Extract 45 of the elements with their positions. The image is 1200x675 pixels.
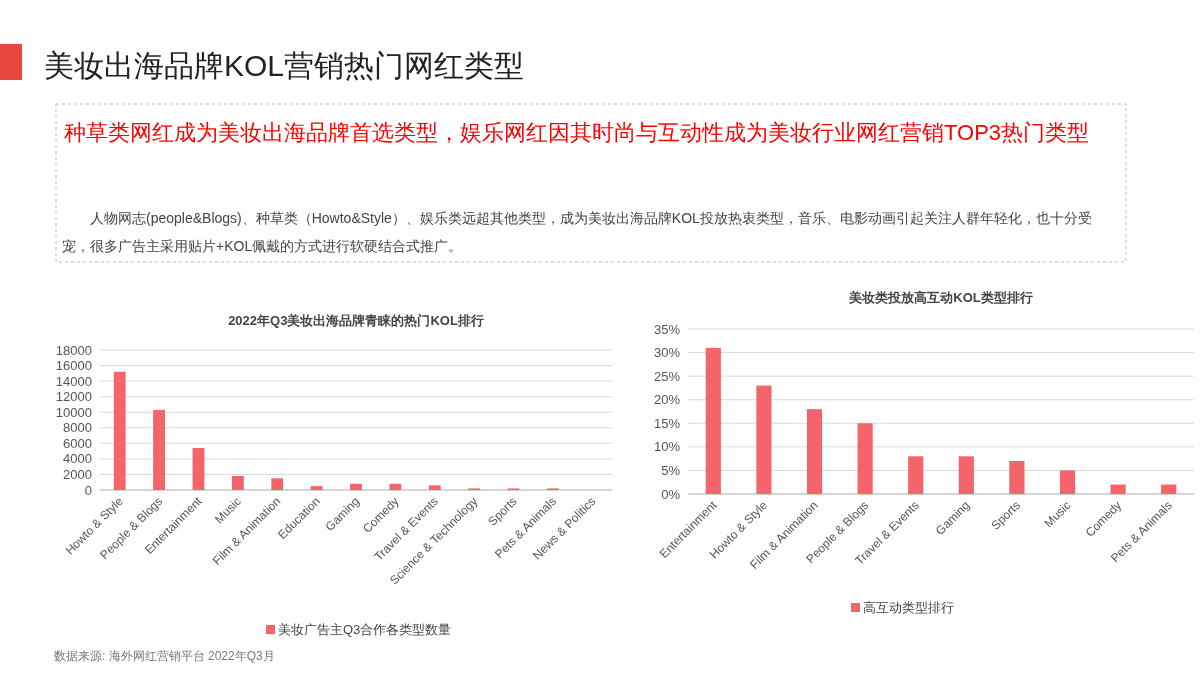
y-tick-label: 25% [653,368,681,384]
bar [958,456,974,494]
y-tick-label: 8000 [63,420,92,436]
y-tick-label: 2000 [63,466,92,482]
bar [231,476,244,490]
y-tick-label: 12000 [55,389,92,405]
chart-title: 美妆类投放高互动KOL类型排行 [848,290,1033,305]
bar [350,483,362,490]
bar [1009,461,1025,494]
y-tick-label: 16000 [55,358,92,374]
bar [153,409,165,490]
bar [389,483,402,490]
bar [192,448,205,490]
bar [271,478,284,490]
text: 美妆出海品牌KOL营销热门网红类型 [44,49,525,82]
y-tick-label: 30% [653,345,681,361]
y-tick-label: 20% [653,392,681,408]
bar [113,371,126,490]
y-tick-label: 10000 [55,404,92,420]
text: 种草类网红成为美妆出海品牌首选类型，娱乐网红因其时尚与互动性成为美妆行业网红营销TOP3热门类型 [64,120,1090,145]
text: 人物网志(people&Blogs)、种草类（Howto&Style）、娱乐类远超其他类型，成为美妆出海品牌KOL投放热衷类型，音乐、电影动画引起关注人群年轻化，也十分受宠，很多广告主采用贴片+KOL佩戴的方式进行软硬结合式推广。 [62,210,1092,254]
y-tick-label: 35% [653,321,681,337]
y-tick-label: 0 [84,482,92,498]
bar [1161,484,1177,494]
legend-label: 高互动类型排行 [863,600,954,615]
y-tick-label: 6000 [63,435,92,451]
bar [1110,484,1126,494]
bar [310,486,323,490]
y-tick-label: 4000 [63,451,92,467]
y-tick-label: 18000 [55,342,92,358]
y-tick-label: 14000 [55,373,92,389]
chart-title: 2022年Q3美妆出海品牌青睐的热门KOL排行 [228,313,484,328]
bar [857,423,873,494]
y-tick-label: 15% [653,415,681,431]
y-tick-label: 10% [653,439,681,455]
bar [806,409,823,494]
y-tick-label: 5% [661,462,681,478]
bar [705,347,721,494]
y-tick-label: 0% [661,486,681,502]
bar [756,385,772,494]
bar [1059,470,1076,494]
bar [908,456,924,494]
legend-label: 美妆广告主Q3合作各类型数量 [278,622,452,637]
bar [428,485,441,490]
source-note: 数据来源: 海外网红营销平台 2022年Q3月 [54,649,275,663]
